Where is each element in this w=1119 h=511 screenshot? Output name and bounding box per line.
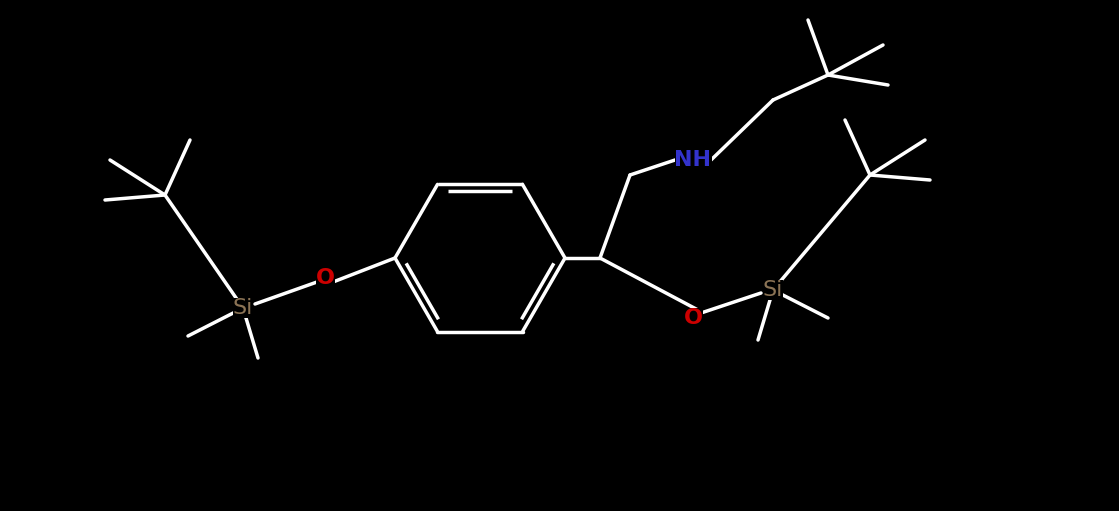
Text: O: O <box>684 308 703 328</box>
Text: Si: Si <box>763 280 783 300</box>
Text: Si: Si <box>233 298 253 318</box>
Text: NH: NH <box>675 150 712 170</box>
Text: O: O <box>316 268 335 288</box>
